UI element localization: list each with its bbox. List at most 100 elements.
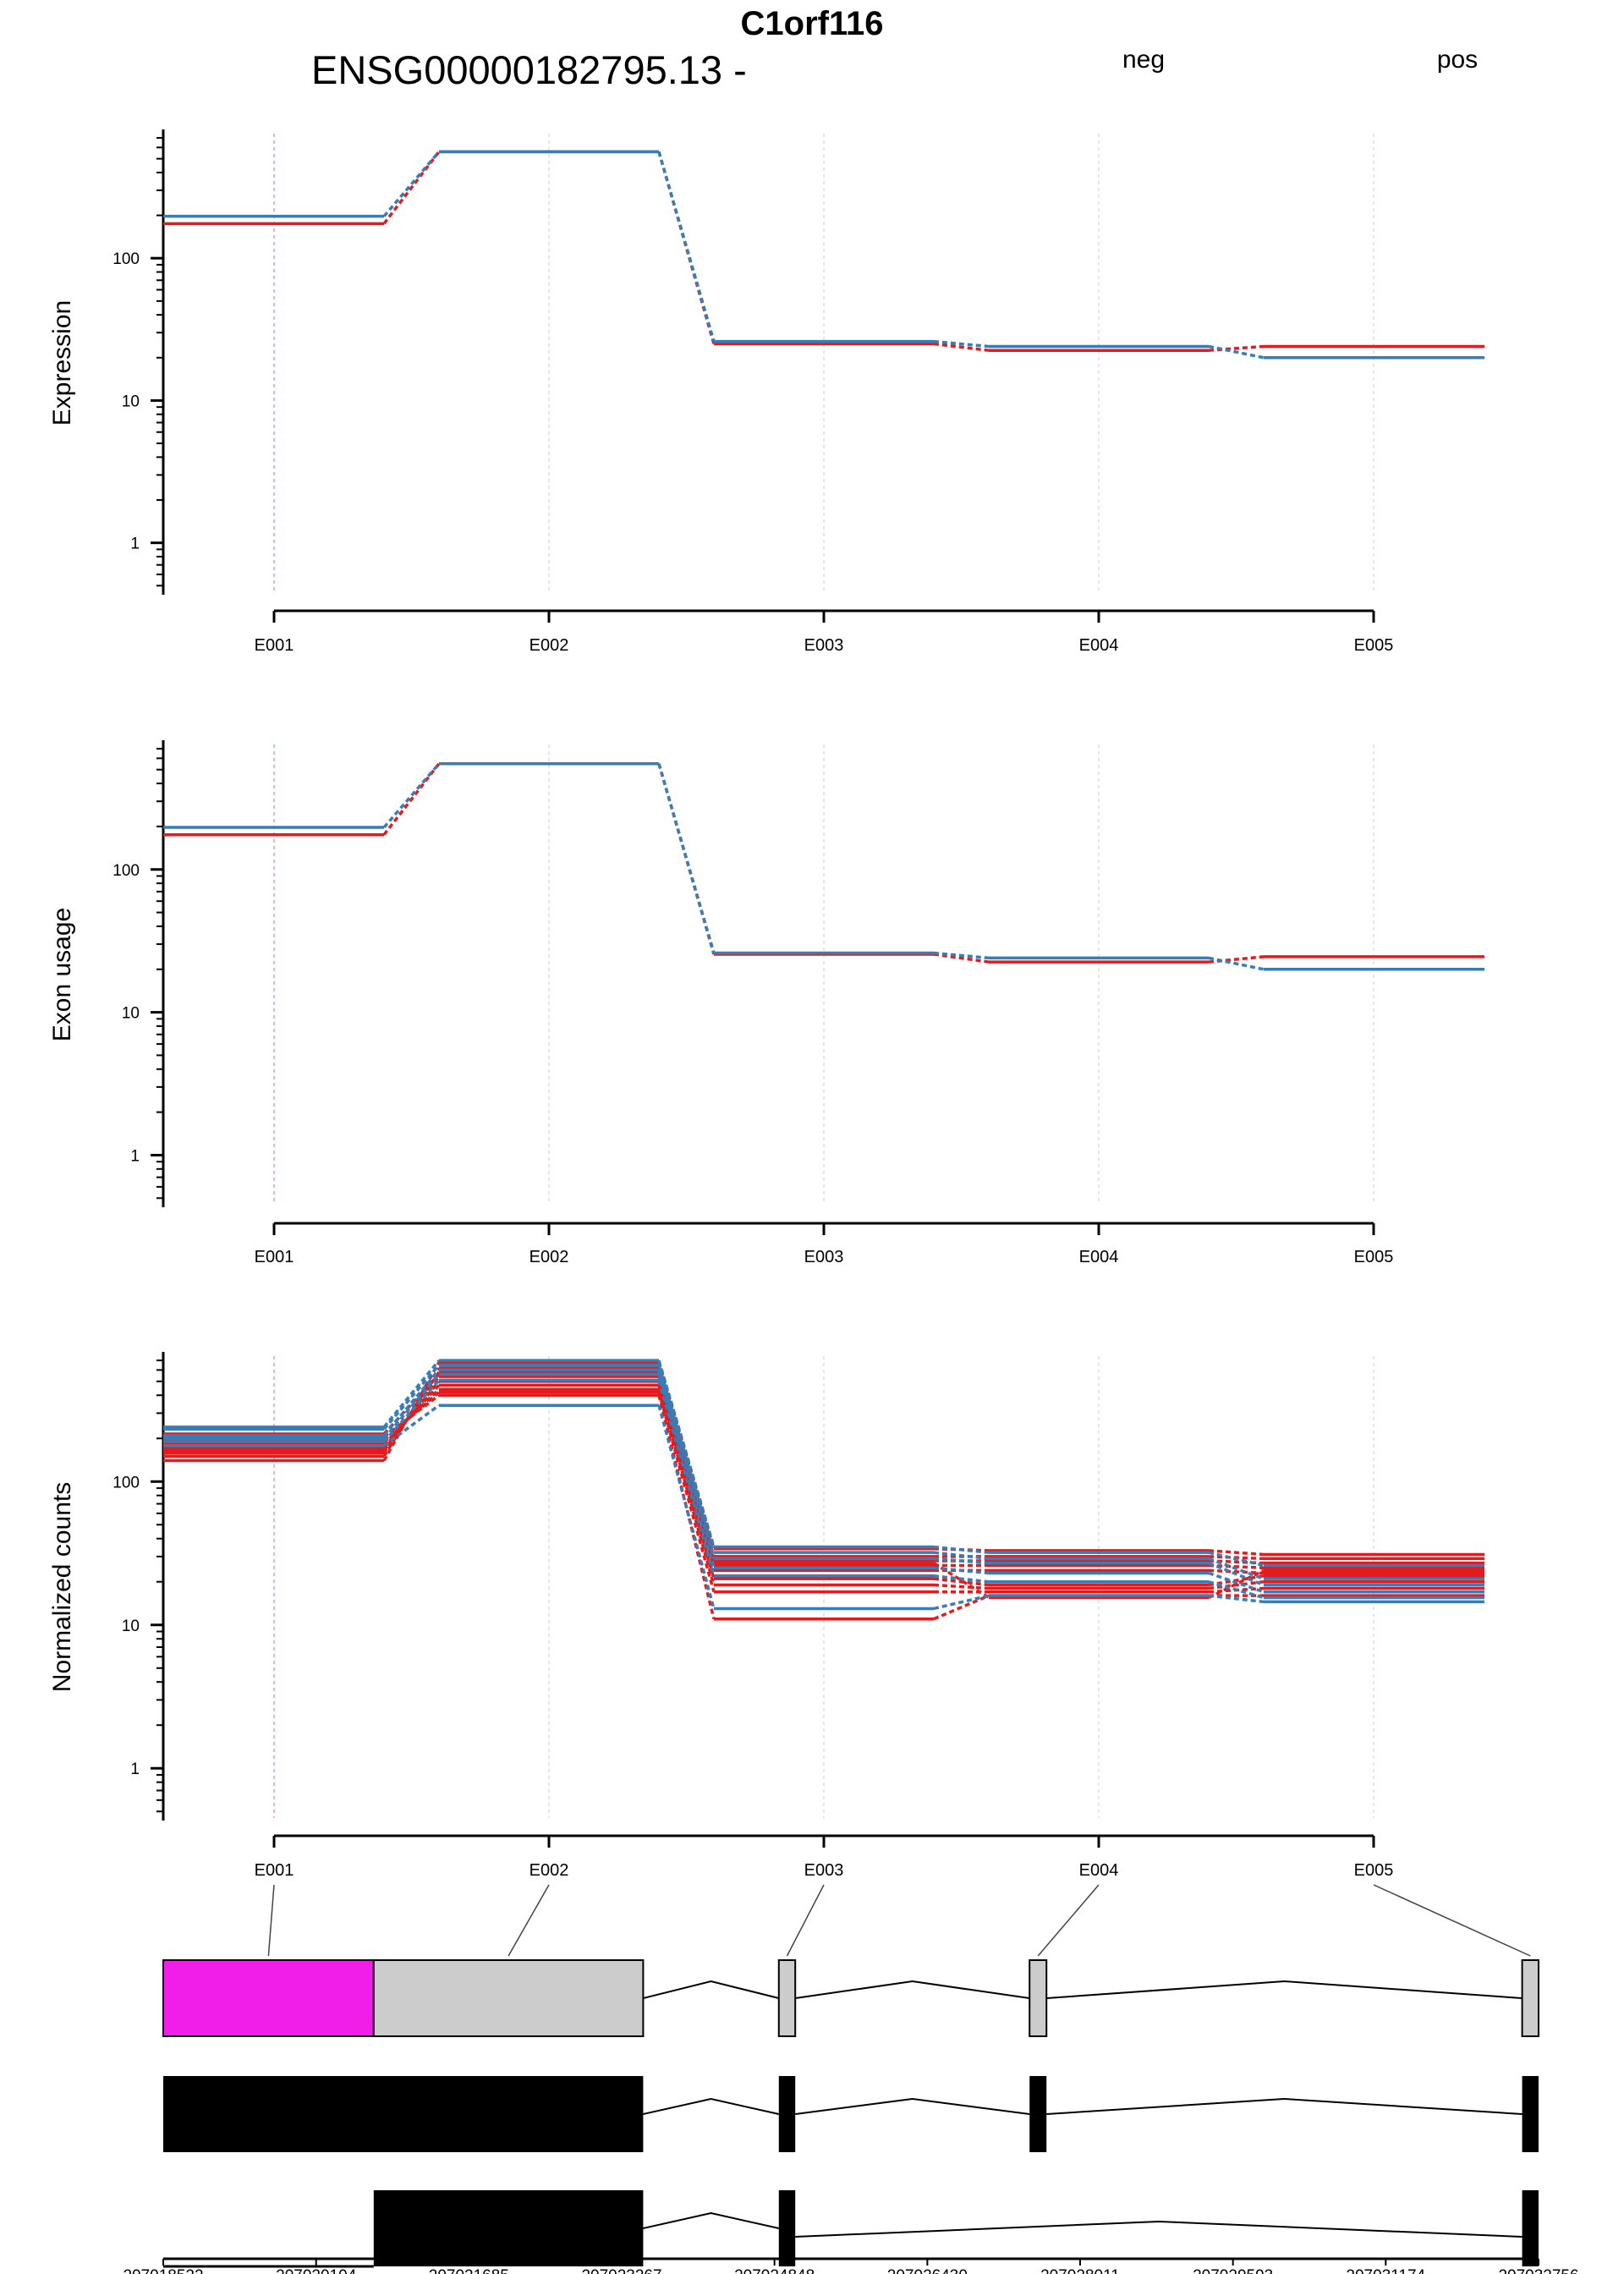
transcript-2 <box>163 2190 1539 2268</box>
coordinate-tick-label: 207031174 <box>1346 2267 1425 2274</box>
connector-pos <box>933 1594 990 1611</box>
exon-box-E003 <box>777 1959 797 2037</box>
series-pos-2 <box>163 150 1484 360</box>
intron-track-1 <box>1046 1980 1522 1999</box>
x-tick-label-E003: E003 <box>804 636 844 655</box>
transcript-intron <box>795 2220 1522 2238</box>
panel-2: 1 10 100 Exon usage E001 E002 E003 E004 E005 <box>48 740 1484 1266</box>
y-tick-label: 10 <box>122 1005 140 1023</box>
connector-neg <box>933 953 990 964</box>
x-tick-label-E002: E002 <box>529 1248 569 1266</box>
sample-pos-11 <box>163 1359 1484 1568</box>
exon-leader-E004 <box>1037 1884 1100 1957</box>
connector-pos <box>933 951 990 960</box>
connector-pos <box>657 1404 716 1609</box>
sample-neg-4 <box>163 1375 1484 1570</box>
connector-pos <box>382 1373 441 1440</box>
connector-pos <box>382 1403 441 1447</box>
y-axis-label: Normalized counts <box>48 1482 76 1692</box>
connector-neg <box>1208 1568 1265 1600</box>
connector-pos <box>933 1566 990 1575</box>
coordinate-tick-label: 207020104 <box>276 2267 357 2274</box>
series-pos-2 <box>163 761 1484 971</box>
intron-track-1 <box>795 1980 1030 1999</box>
connector-pos <box>657 1359 716 1548</box>
connector-neg <box>933 1577 990 1587</box>
x-tick-label-E005: E005 <box>1354 636 1394 655</box>
connector-neg <box>1208 955 1265 964</box>
x-tick-label-E005: E005 <box>1354 1861 1394 1880</box>
exon-leader-E003 <box>786 1884 825 1957</box>
transcript-1 <box>163 2076 1539 2152</box>
exon-leader-E001 <box>267 1884 275 1957</box>
x-tick-label-E001: E001 <box>255 1861 294 1880</box>
connector-neg <box>657 1376 716 1566</box>
connector-neg <box>382 1373 441 1436</box>
transcript-intron <box>795 2097 1030 2115</box>
x-tick-label-E004: E004 <box>1079 1861 1119 1880</box>
connector-neg <box>657 1392 716 1593</box>
connector-pos <box>1208 344 1265 360</box>
legend-entry-neg: neg <box>1122 46 1165 74</box>
connector-pos <box>382 1379 441 1443</box>
coordinate-tick-label: 207026430 <box>887 2267 968 2274</box>
connector-pos <box>1208 1557 1265 1580</box>
transcript-intron <box>1046 2097 1522 2115</box>
exon-box-E001 <box>162 1959 375 2037</box>
transcript-exon <box>1029 2076 1047 2152</box>
connector-neg <box>382 151 441 225</box>
y-tick-label: 100 <box>112 1474 140 1491</box>
connector-neg <box>933 1594 990 1621</box>
exon-box-E005 <box>1521 1959 1540 2037</box>
connector-pos <box>1208 1571 1265 1594</box>
y-tick-label: 1 <box>130 536 140 553</box>
connector-pos <box>1208 1562 1265 1587</box>
transcript-intron <box>643 2211 780 2229</box>
chart-title: C1orf116 <box>741 5 884 42</box>
sample-neg-2 <box>163 1366 1484 1561</box>
connector-pos <box>657 1369 716 1559</box>
x-tick-label-E003: E003 <box>804 1248 844 1266</box>
connector-neg <box>933 1583 990 1590</box>
connector-pos <box>1208 1594 1265 1604</box>
connector-pos <box>1208 1580 1265 1600</box>
x-tick-label-E003: E003 <box>804 1861 844 1880</box>
transcript-exon <box>778 2190 796 2266</box>
intron-track-1 <box>643 1980 780 1999</box>
exon-box-E004 <box>1029 1959 1048 2037</box>
panel-1: 1 10 100 Expression E001 E002 E003 E004 E005 <box>48 129 1484 655</box>
connector-pos <box>657 151 716 343</box>
connector-pos <box>933 1551 990 1561</box>
connector-neg <box>1208 1549 1265 1557</box>
connector-pos <box>933 1557 990 1565</box>
x-tick-label-E002: E002 <box>529 1861 569 1880</box>
sample-neg-5 <box>163 1380 1484 1575</box>
legend-entry-pos: pos <box>1437 46 1478 74</box>
sample-pos-12 <box>163 1363 1484 1580</box>
sample-pos-14 <box>163 1372 1484 1594</box>
connector-pos <box>657 763 716 954</box>
sample-pos-15 <box>163 1378 1484 1600</box>
sample-pos-13 <box>163 1368 1484 1587</box>
x-tick-label-E001: E001 <box>255 636 294 655</box>
connector-neg <box>382 1361 441 1462</box>
gene-id-subtitle: ENSG00000182795.13 - <box>311 47 747 92</box>
y-tick-label: 10 <box>122 1618 140 1635</box>
connector-neg <box>657 1394 716 1620</box>
connector-neg <box>1208 1568 1265 1575</box>
connector-pos <box>657 1365 716 1553</box>
connector-pos <box>1208 1551 1265 1568</box>
connector-neg <box>657 1388 716 1585</box>
y-tick-label: 10 <box>122 393 140 410</box>
x-tick-label-E004: E004 <box>1079 636 1119 655</box>
connector-pos <box>382 762 441 829</box>
connector-neg <box>933 342 990 352</box>
exon-leader-E002 <box>508 1884 550 1957</box>
x-tick-label-E004: E004 <box>1079 1248 1119 1266</box>
x-tick-label-E002: E002 <box>529 636 569 655</box>
y-tick-label: 100 <box>112 250 140 268</box>
transcript-exon <box>1522 2190 1539 2266</box>
coordinate-tick-label: 207032756 <box>1498 2267 1578 2274</box>
transcript-exon <box>373 2190 644 2266</box>
